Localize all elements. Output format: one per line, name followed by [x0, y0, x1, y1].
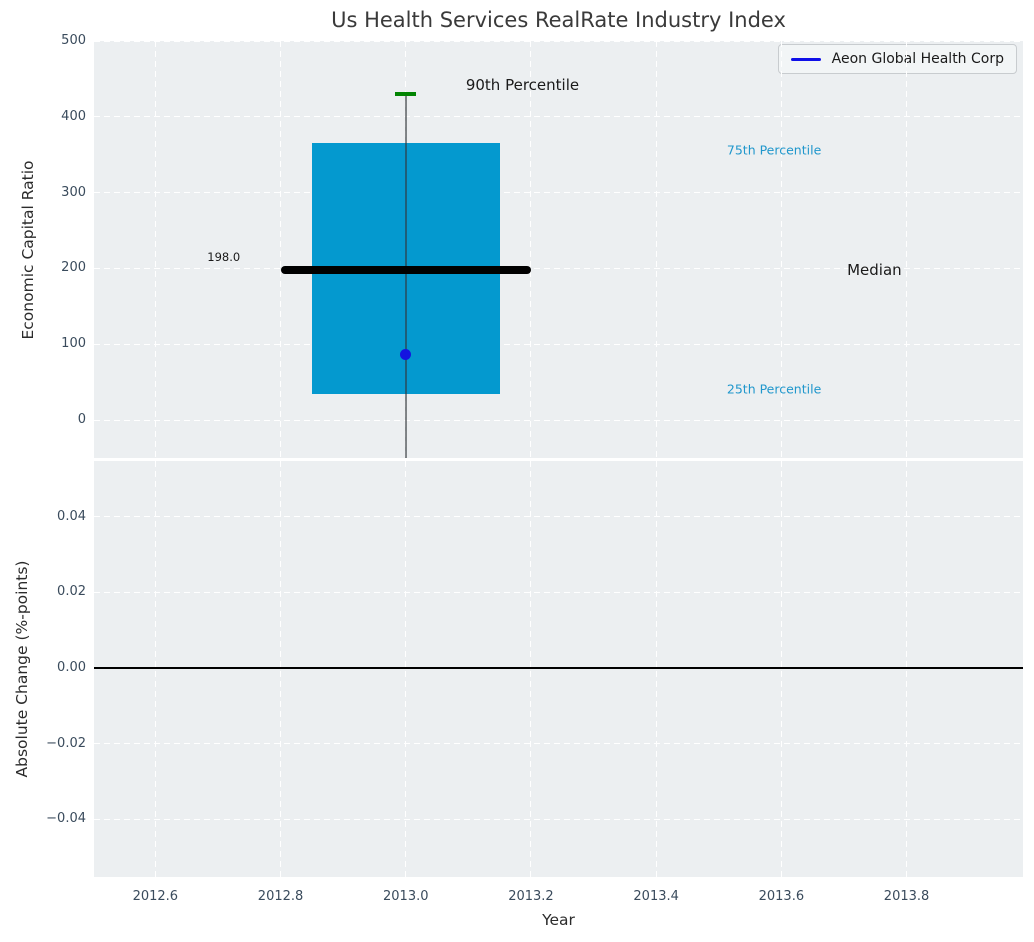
y-tick-label: 400	[61, 108, 86, 124]
y-tick-label: 300	[61, 184, 86, 200]
gridline-y	[94, 40, 1023, 42]
gridline-x	[405, 461, 407, 877]
gridline-x	[530, 41, 532, 458]
gridline-y	[94, 516, 1023, 518]
gridline-x	[655, 41, 657, 458]
gridline-y	[94, 116, 1023, 118]
gridline-y	[94, 743, 1023, 744]
legend-line-swatch	[790, 57, 821, 61]
gridline-x	[530, 461, 532, 877]
gridline-y	[94, 818, 1023, 820]
series-marker-dot	[400, 348, 412, 360]
y-tick-label: 0.02	[57, 584, 86, 600]
y-tick-label: −0.04	[46, 811, 86, 827]
gridline-x	[655, 461, 657, 877]
y-tick-label: −0.02	[46, 735, 86, 751]
y-tick-label: 500	[61, 33, 86, 48]
zero-line	[94, 666, 1023, 669]
y-tick-label: 100	[61, 336, 86, 352]
x-tick-label: 2013.0	[383, 889, 429, 904]
gridline-x	[780, 41, 782, 458]
annotation-198-0: 198.0	[207, 250, 241, 265]
whisker-line	[404, 94, 407, 458]
x-tick-label: 2013.4	[633, 889, 679, 904]
x-tick-label: 2013.2	[508, 889, 554, 904]
annotation-25th-percentile: 25th Percentile	[726, 381, 822, 397]
chart-title: Us Health Services RealRate Industry Ind…	[331, 8, 786, 32]
y-tick-label: 0.00	[57, 659, 86, 675]
gridline-y	[94, 192, 1023, 194]
gridline-y	[94, 591, 1023, 593]
x-tick-label: 2012.6	[132, 889, 179, 904]
y-tick-label: 0	[77, 412, 86, 428]
gridline-x	[780, 461, 782, 877]
gridline-x	[280, 461, 282, 877]
gridline-x	[154, 461, 156, 877]
gridline-x	[154, 41, 156, 458]
top-axes-panel	[94, 41, 1023, 458]
gridline-x	[906, 41, 908, 458]
x-tick-label: 2012.8	[257, 889, 304, 904]
annotation-90th-percentile: 90th Percentile	[465, 75, 580, 94]
gridline-y	[94, 343, 1023, 345]
x-axis-label: Year	[542, 911, 575, 929]
bottom-axes-panel	[94, 461, 1023, 877]
y-tick-label: 0.04	[57, 508, 86, 524]
legend: Aeon Global Health Corp	[777, 44, 1017, 74]
annotation-median: Median	[847, 260, 902, 279]
median-line	[280, 265, 531, 274]
gridline-y	[94, 419, 1023, 421]
gridline-x	[280, 41, 282, 458]
x-tick-label: 2013.6	[758, 889, 805, 904]
gridline-y	[94, 267, 1023, 269]
whisker-cap	[395, 92, 417, 97]
annotation-75th-percentile: 75th Percentile	[726, 142, 822, 158]
x-tick-label: 2013.8	[883, 889, 930, 904]
y-tick-label: 200	[61, 260, 86, 276]
gridline-x	[906, 461, 908, 877]
legend-label: Aeon Global Health Corp	[831, 51, 1004, 67]
